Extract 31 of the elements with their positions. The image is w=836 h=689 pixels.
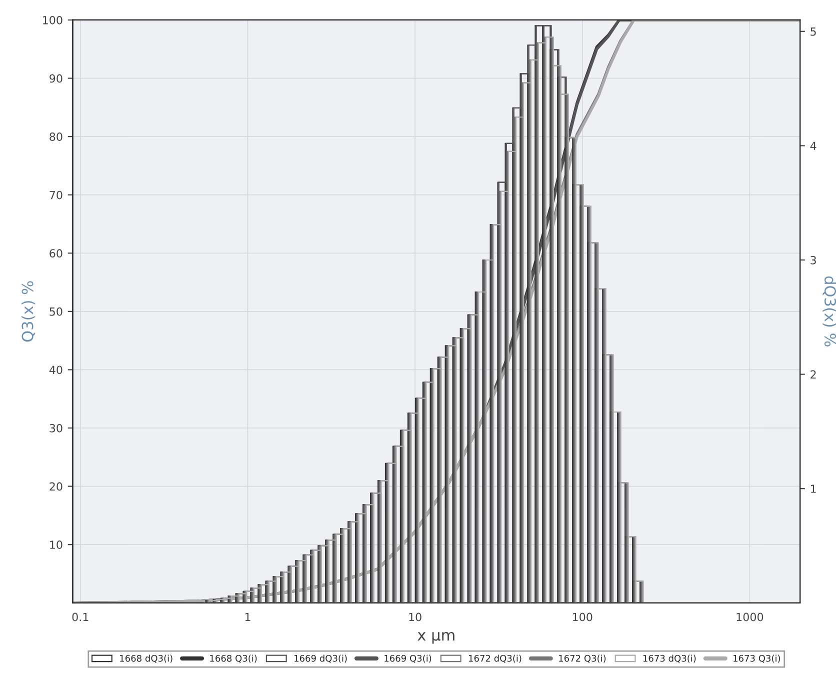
- y-tick-label: 100: [43, 16, 62, 24]
- legend-label: 1669 dQ3(i): [294, 654, 347, 663]
- x-tick-label: 10: [409, 612, 422, 622]
- legend-label: 1673 dQ3(i): [643, 654, 696, 663]
- y2-tick-label: 1: [810, 484, 816, 493]
- y-tick-label: 60: [50, 249, 62, 258]
- y-tick-label: 20: [50, 482, 62, 491]
- legend-label: 1668 Q3(i): [210, 654, 257, 663]
- legend-label: 1673 Q3(i): [734, 654, 780, 663]
- legend-label: 1668 dQ3(i): [120, 654, 172, 663]
- y-tick-label: 80: [50, 132, 62, 141]
- legend-label: 1672 Q3(i): [559, 654, 606, 663]
- legend-label: 1669 Q3(i): [384, 654, 432, 663]
- y-tick-label: 40: [49, 366, 62, 374]
- legend-label: 1672 dQ3(i): [468, 654, 522, 663]
- y-axis-title: Q3(x) %: [21, 281, 36, 342]
- y2-tick-label: 2: [810, 370, 816, 379]
- x-axis-title: x µm: [418, 632, 454, 644]
- y-tick-label: 10: [50, 540, 62, 549]
- y2-tick-label: 4: [810, 142, 816, 150]
- x-tick-label: 0.1: [72, 612, 88, 622]
- x-tick-label: 1: [245, 612, 250, 622]
- y-tick-label: 50: [50, 307, 62, 316]
- y2-axis-title: dQ3(x) %: [822, 276, 836, 346]
- x-tick-label: 100: [572, 612, 592, 622]
- y2-tick-label: 3: [810, 256, 816, 264]
- y2-tick-label: 5: [810, 28, 816, 36]
- y-tick-label: 90: [50, 74, 62, 83]
- y-tick-label: 30: [50, 424, 62, 432]
- x-tick-label: 1000: [736, 612, 764, 622]
- y-tick-label: 70: [50, 190, 62, 200]
